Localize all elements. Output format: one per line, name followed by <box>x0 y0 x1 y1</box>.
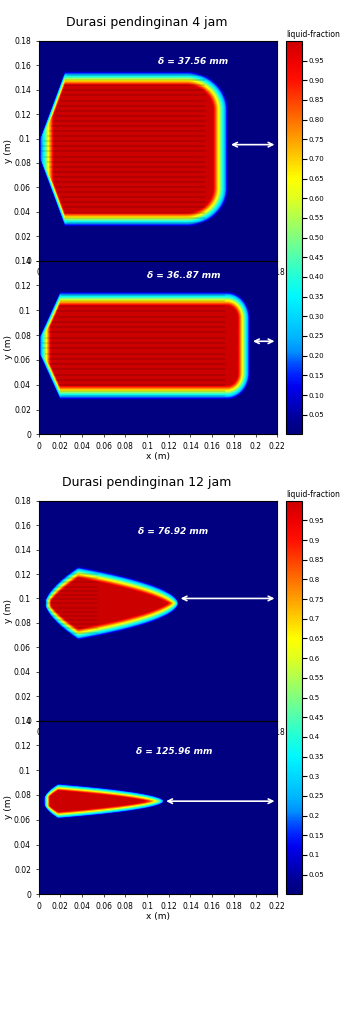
Text: liquid-fraction: liquid-fraction <box>286 490 340 499</box>
Y-axis label: y (m): y (m) <box>4 335 13 360</box>
Text: liquid-fraction: liquid-fraction <box>286 30 340 39</box>
Text: Durasi pendinginan 12 jam: Durasi pendinginan 12 jam <box>62 476 231 490</box>
Y-axis label: y (m): y (m) <box>4 795 13 820</box>
Text: δ = 76.92 mm: δ = 76.92 mm <box>138 526 208 536</box>
X-axis label: x (m): x (m) <box>146 453 170 461</box>
X-axis label: x (m): x (m) <box>146 739 170 747</box>
X-axis label: x (m): x (m) <box>146 279 170 287</box>
Y-axis label: y (m): y (m) <box>4 139 13 162</box>
X-axis label: x (m): x (m) <box>146 913 170 921</box>
Text: δ = 125.96 mm: δ = 125.96 mm <box>136 747 213 756</box>
Text: δ = 37.56 mm: δ = 37.56 mm <box>158 57 228 66</box>
Y-axis label: y (m): y (m) <box>4 599 13 622</box>
Text: δ = 36..87 mm: δ = 36..87 mm <box>147 271 220 280</box>
Text: Durasi pendinginan 4 jam: Durasi pendinginan 4 jam <box>66 16 227 30</box>
